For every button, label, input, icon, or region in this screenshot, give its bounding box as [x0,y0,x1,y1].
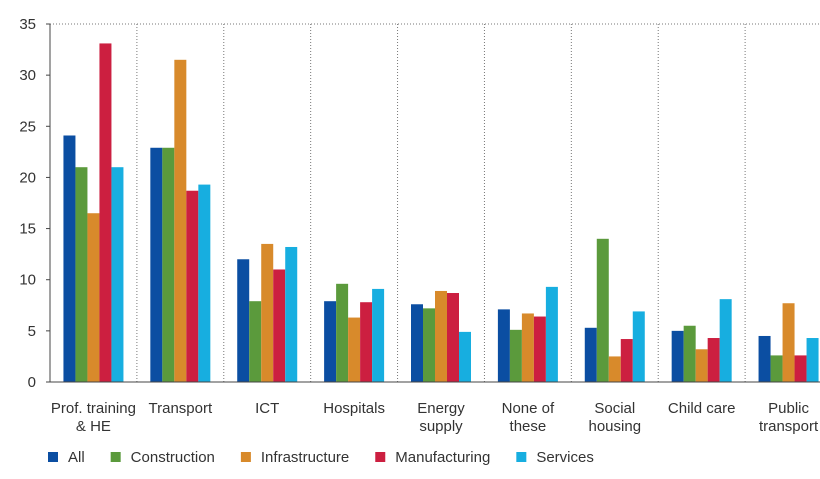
bar-construction [75,167,88,382]
bar-infrastructure [87,213,100,382]
bar-construction [770,355,783,382]
x-tick-label: Transport [149,400,213,417]
x-tick-label: Child care [668,400,736,417]
bar-infrastructure [261,243,274,382]
bar-all [411,304,423,382]
x-tick-label: Hospitals [323,400,385,417]
bar-construction [683,325,696,382]
x-tick-label: Energy supply [417,400,465,435]
bar-manufacturing [360,302,373,382]
bar-services [198,184,211,382]
grid-layer [50,23,820,382]
bar-manufacturing [794,355,807,382]
x-tick-label: Public transport [759,400,819,435]
bar-construction [249,301,262,382]
bar-all [150,147,163,382]
bar-services [285,246,298,382]
legend: All Construction Infrastructure Manufacturi… [48,449,594,466]
bar-services [545,286,558,382]
y-tick-label: 10 [19,272,36,289]
legend-swatch [240,452,251,462]
bar-construction [336,283,349,382]
bar-infrastructure [174,59,187,383]
y-tick-label: 5 [28,323,36,340]
y-tick-label: 0 [28,374,36,391]
x-tick-label: Prof. training & HE [51,400,136,435]
bar-all [237,259,250,382]
y-tick-label: 20 [19,169,36,186]
y-tick-label: 35 [19,16,36,33]
bar-services [719,299,732,382]
bar-infrastructure [608,356,621,382]
bar-all [758,335,771,382]
bar-infrastructure [521,313,534,382]
bar-manufacturing [620,339,633,382]
bar-construction [596,238,609,382]
legend-label: All [68,449,85,466]
bar-all [671,330,684,382]
bar-infrastructure [782,303,795,382]
bar-construction [162,147,175,382]
legend-swatch [375,452,386,462]
bar-services [632,311,645,382]
bar-infrastructure [435,290,447,382]
legend-swatch [110,452,121,462]
bar-infrastructure [348,317,361,382]
bar-all [584,327,597,382]
bar-manufacturing [273,269,286,382]
x-tick-label: None of these [502,400,555,435]
axis-layer: 0 5 10 15 20 25 30 35 Prof. training & HE Transpor… [19,16,820,435]
bar-services [372,288,385,382]
legend-swatch [516,452,527,462]
bars-layer [63,43,819,383]
x-tick-label: Social housing [589,400,642,435]
legend-label: Services [536,449,594,466]
bar-services [459,331,471,382]
bar-all [497,309,510,382]
bar-manufacturing [707,338,720,382]
bar-manufacturing [99,43,112,382]
bar-all [63,135,76,382]
bar-construction [509,329,522,382]
bar-services [111,167,124,382]
bar-construction [423,308,435,382]
bar-infrastructure [695,349,708,382]
x-tick-label: ICT [255,400,279,417]
y-tick-label: 25 [19,118,36,135]
y-tick-label: 30 [19,67,36,84]
bar-services [806,338,819,382]
y-tick-label: 15 [19,221,36,238]
legend-label: Manufacturing [395,449,490,466]
legend-label: Infrastructure [261,449,349,466]
bar-manufacturing [447,293,459,382]
bar-manufacturing [186,190,199,382]
legend-swatch [48,452,58,462]
bar-all [324,301,337,382]
bar-manufacturing [533,316,546,382]
legend-label: Construction [131,449,215,466]
